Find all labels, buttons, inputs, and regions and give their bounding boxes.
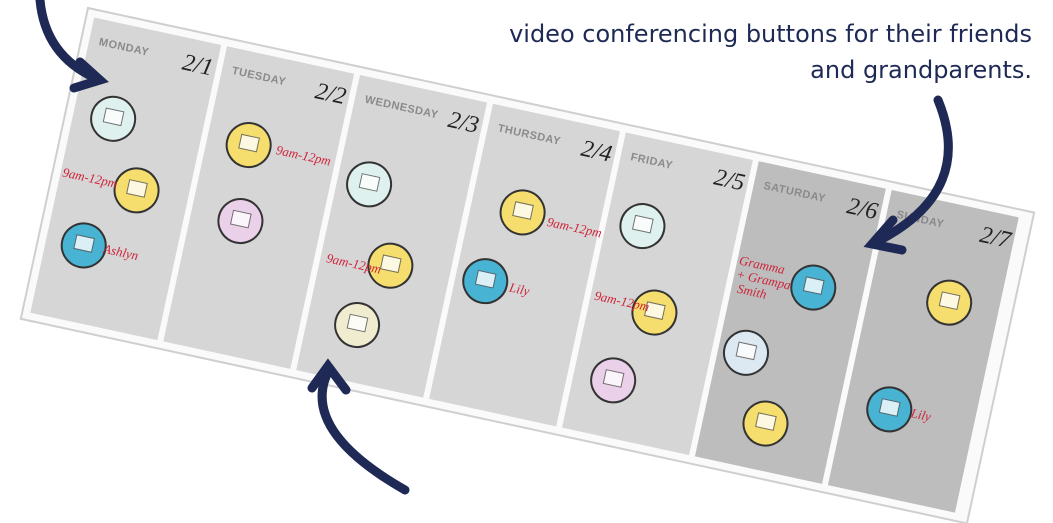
button-picture (346, 313, 369, 333)
handwritten-note: Smith (736, 281, 768, 302)
button-picture (73, 234, 96, 253)
arrow-head (69, 57, 109, 93)
calendar-board: MONDAY2/19am-12pmAshlynTUESDAY2/29am-12p… (19, 6, 1036, 523)
arrow (875, 95, 953, 245)
button-picture (238, 133, 260, 153)
button-picture (631, 214, 654, 234)
arrow (35, 0, 100, 83)
handwritten-note: Lily (507, 279, 531, 298)
button-picture (755, 412, 777, 431)
column-bg (694, 161, 886, 484)
button-picture (474, 269, 497, 289)
arrows (35, 0, 953, 495)
button-picture (938, 291, 961, 311)
day-date: 2/5 (712, 164, 747, 196)
arrow (317, 367, 410, 495)
button-picture (379, 254, 402, 274)
day-date: 2/2 (313, 78, 348, 110)
day-date: 2/3 (446, 107, 481, 139)
button-picture (126, 179, 148, 198)
button-picture (878, 398, 901, 417)
button-picture (358, 173, 381, 192)
annotation-line: and grandparents. (810, 56, 1032, 84)
arrow-head (863, 215, 907, 255)
column-bg (429, 103, 620, 427)
button-picture (102, 107, 125, 127)
button-picture (229, 209, 252, 229)
arrow-head (307, 358, 351, 395)
button-picture (735, 341, 758, 361)
button-picture (643, 301, 666, 320)
day-date: 2/6 (845, 193, 880, 225)
day-date: 2/4 (579, 136, 614, 168)
annotation-line: video conferencing buttons for their fri… (509, 20, 1032, 48)
button-picture (512, 201, 534, 220)
day-date: 2/1 (180, 50, 215, 82)
handwritten-note: Lily (909, 405, 933, 424)
button-picture (802, 276, 825, 295)
button-picture (602, 369, 625, 388)
column-bg (827, 189, 1019, 513)
